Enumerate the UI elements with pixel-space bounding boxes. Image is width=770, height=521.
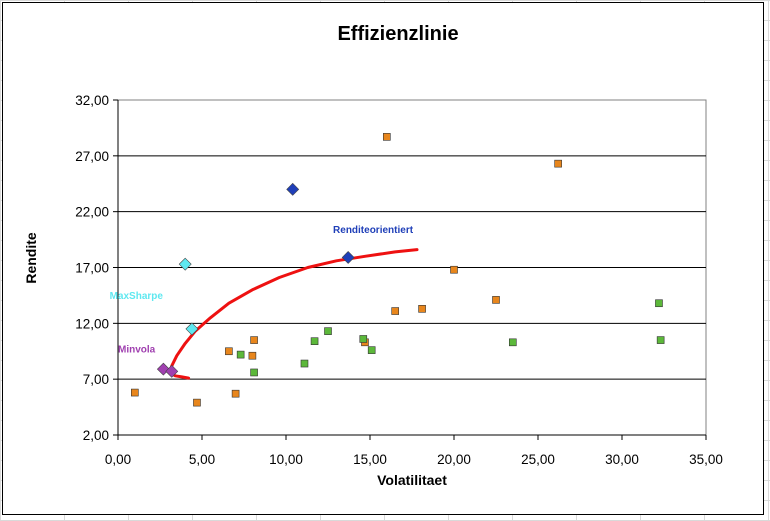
annotation-label: Renditeorientiert (333, 225, 414, 236)
green-square-point (250, 368, 258, 377)
green-square-point (300, 359, 309, 368)
x-tick-label: 0,00 (105, 452, 131, 467)
x-axis-label: Volatilitaet (377, 472, 447, 488)
orange-square-point (131, 388, 139, 397)
green-square-point (656, 336, 665, 344)
annotation-label: Minvola (118, 344, 156, 355)
y-axis-label: Rendite (23, 232, 39, 284)
orange-square-point (248, 351, 257, 360)
x-tick-label: 10,00 (269, 452, 303, 467)
green-square-point (310, 337, 319, 346)
cyan-diamond-point (185, 322, 199, 336)
y-tick-label: 12,00 (75, 316, 109, 331)
orange-square-point (492, 296, 500, 304)
y-axis-ticks: 2,00 7,00 12,00 17,00 22,00 27,00 32,00 (75, 93, 119, 443)
x-tick-label: 25,00 (521, 452, 555, 467)
orange-square-point (193, 398, 201, 407)
green-square-point (508, 338, 517, 347)
x-axis-ticks: 0,00 5,00 10,00 15,00 20,00 25,00 30,00 35,00 (105, 434, 723, 467)
orange-square-point (225, 347, 233, 356)
y-tick-label: 27,00 (75, 149, 109, 164)
y-tick-label: 7,00 (83, 372, 109, 387)
green-square-point (367, 346, 376, 354)
x-tick-label: 20,00 (437, 452, 471, 467)
x-tick-label: 15,00 (353, 452, 387, 467)
green-square-point (236, 350, 245, 359)
data-points (131, 133, 665, 407)
x-tick-label: 30,00 (605, 452, 639, 467)
orange-square-point (391, 307, 400, 315)
blue-diamond-point (341, 251, 355, 264)
blue-diamond-point (286, 182, 300, 196)
cyan-diamond-point (178, 257, 192, 271)
y-tick-label: 22,00 (75, 205, 109, 220)
chart-title: Effizienzlinie (337, 23, 458, 45)
purple-diamond-point (165, 364, 179, 378)
orange-square-point (231, 389, 240, 398)
green-square-point (359, 335, 368, 343)
orange-square-point (450, 265, 458, 274)
orange-square-point (250, 336, 258, 344)
x-tick-label: 35,00 (689, 452, 723, 467)
annotation-label: MaxSharpe (110, 291, 164, 302)
y-tick-label: 32,00 (75, 93, 109, 108)
green-square-point (655, 299, 663, 308)
green-square-point (324, 327, 332, 335)
x-tick-label: 5,00 (189, 452, 215, 467)
y-tick-label: 2,00 (83, 428, 109, 443)
annotations: Renditeorientiert MaxSharpe Minvola (110, 225, 414, 355)
orange-square-point (382, 133, 391, 141)
gridlines (118, 155, 706, 380)
y-tick-label: 17,00 (75, 261, 109, 276)
orange-square-point (418, 305, 426, 313)
orange-square-point (554, 159, 562, 168)
